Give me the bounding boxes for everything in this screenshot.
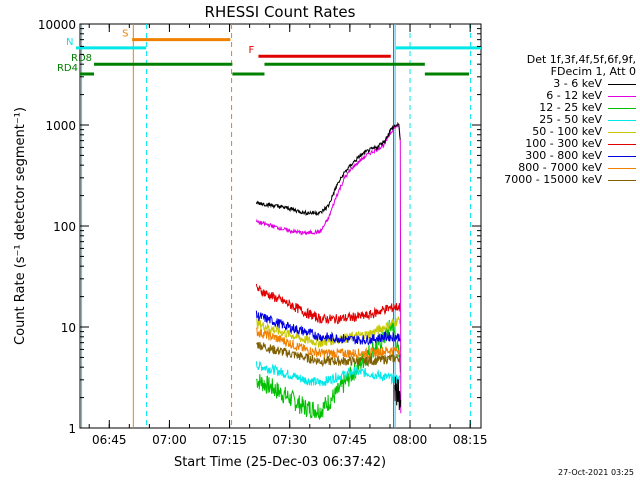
legend-item-label: 7000 - 15000 keV bbox=[504, 173, 602, 186]
y-tick-label: 100 bbox=[53, 220, 76, 234]
series-line bbox=[255, 123, 402, 414]
legend-item: 6 - 12 keV bbox=[492, 90, 636, 102]
legend-swatch bbox=[608, 179, 636, 181]
legend-item: 3 - 6 keV bbox=[492, 78, 636, 90]
legend-swatch bbox=[608, 155, 636, 157]
legend-item-label: 100 - 300 keV bbox=[525, 137, 602, 150]
y-axis-label: Count Rate (s⁻¹ detector segment⁻¹) bbox=[13, 107, 28, 345]
x-tick-label: 07:00 bbox=[152, 433, 187, 447]
axes-layer: 06:45 07:00 07:15 07:30 07:45 08:00 08:15 1 10 10… bbox=[38, 18, 488, 447]
series-line bbox=[255, 283, 401, 325]
y-tick-label: 1 bbox=[68, 422, 76, 436]
x-tick-label: 08:00 bbox=[393, 433, 428, 447]
legend-swatch bbox=[608, 119, 636, 121]
x-tick-label: 07:45 bbox=[333, 433, 368, 447]
plot-frame bbox=[79, 23, 482, 429]
legend-swatch bbox=[608, 95, 636, 97]
y-tick-label: 10000 bbox=[38, 18, 76, 32]
legend-item-label: 25 - 50 keV bbox=[539, 113, 602, 126]
y-tick-label: 1000 bbox=[45, 119, 76, 133]
legend-swatch bbox=[608, 167, 636, 169]
y-tick-label: 10 bbox=[61, 321, 76, 335]
legend-item: 7000 - 15000 keV bbox=[492, 174, 636, 186]
series-tail-line bbox=[394, 376, 402, 411]
series-line bbox=[255, 318, 401, 420]
legend-rows: 3 - 6 keV 6 - 12 keV 12 - 25 keV 25 - 50 ke… bbox=[492, 78, 636, 186]
legend-header-line1: Det 1f,3f,4f,5f,6f,9f, bbox=[526, 53, 636, 66]
legend-item-label: 6 - 12 keV bbox=[546, 89, 602, 102]
legend: Det 1f,3f,4f,5f,6f,9f, FDecim 1, Att 0 3… bbox=[492, 54, 636, 186]
legend-item: 25 - 50 keV bbox=[492, 114, 636, 126]
legend-swatch bbox=[608, 107, 636, 109]
legend-swatch bbox=[608, 131, 636, 133]
flag-label: S bbox=[122, 29, 128, 40]
series-line bbox=[255, 327, 401, 359]
legend-item: 12 - 25 keV bbox=[492, 102, 636, 114]
series-layer bbox=[255, 121, 402, 420]
legend-item-label: 50 - 100 keV bbox=[532, 125, 602, 138]
legend-item: 800 - 7000 keV bbox=[492, 162, 636, 174]
legend-item-label: 300 - 800 keV bbox=[525, 149, 602, 162]
x-tick-label: 07:15 bbox=[212, 433, 247, 447]
flag-label: N bbox=[66, 37, 73, 48]
x-tick-label: 07:30 bbox=[272, 433, 307, 447]
x-tick-label: 08:15 bbox=[453, 433, 488, 447]
series-line bbox=[255, 361, 401, 387]
date-stamp: 27-Oct-2021 03:25 bbox=[558, 468, 634, 477]
legend-item: 100 - 300 keV bbox=[492, 138, 636, 150]
flag-label: RD4 bbox=[57, 63, 78, 74]
legend-item-label: 3 - 6 keV bbox=[553, 77, 602, 90]
x-axis-label: Start Time (25-Dec-03 06:37:42) bbox=[174, 455, 386, 470]
series-line bbox=[256, 341, 401, 368]
series-line bbox=[255, 316, 401, 349]
legend-item: 300 - 800 keV bbox=[492, 150, 636, 162]
flag-label: RD8 bbox=[71, 53, 92, 64]
legend-swatch bbox=[608, 83, 636, 85]
flag-label: F bbox=[248, 45, 254, 56]
series-line bbox=[255, 121, 401, 217]
series-line bbox=[255, 310, 401, 346]
legend-item-label: 800 - 7000 keV bbox=[518, 161, 602, 174]
legend-item-label: 12 - 25 keV bbox=[539, 101, 602, 114]
legend-item: 50 - 100 keV bbox=[492, 126, 636, 138]
chart-title: RHESSI Count Rates bbox=[205, 3, 356, 21]
x-tick-label: 06:45 bbox=[92, 433, 127, 447]
legend-header-line2: FDecim 1, Att 0 bbox=[550, 65, 636, 78]
legend-swatch bbox=[608, 143, 636, 145]
